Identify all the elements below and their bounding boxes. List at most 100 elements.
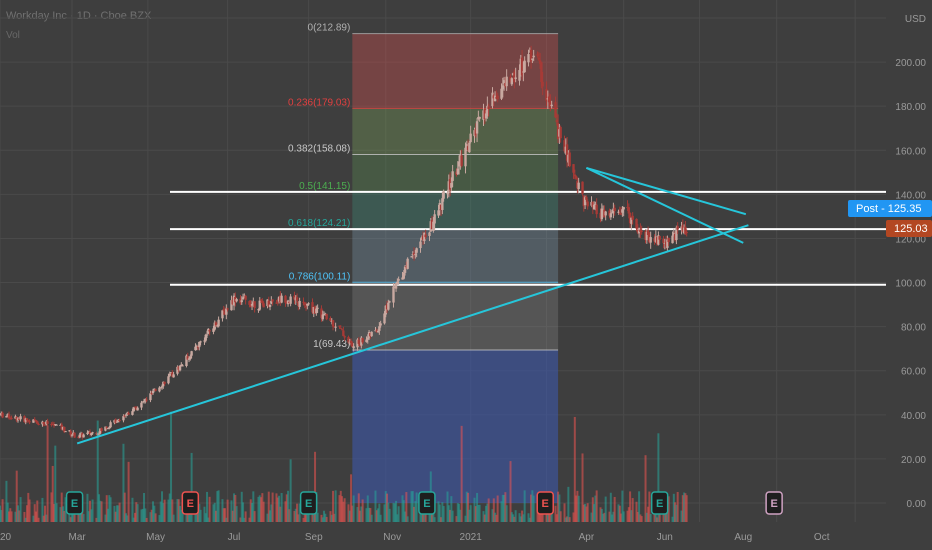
volume-bar [269,510,272,522]
volume-bar [279,506,282,522]
candle-body [1,412,4,418]
candle-body [392,286,395,303]
y-tick-label: 160.00 [895,146,926,157]
earnings-icon[interactable] [65,491,84,515]
volume-bar [441,502,444,522]
candle-body [649,237,652,243]
candle-body [267,300,270,307]
candle-body [226,308,229,310]
candle-body [87,431,90,434]
volume-bar [10,511,13,522]
candle-body [42,422,45,424]
candle-body [231,299,234,305]
earnings-icon[interactable] [765,491,783,515]
volume-bar [233,493,236,522]
candle-body [51,423,54,425]
trendline[interactable] [586,166,747,216]
volume-bar [473,497,476,522]
candle-body [285,302,288,304]
candle-body [478,116,481,119]
earnings-icon[interactable] [536,491,554,515]
candle-body [15,417,18,421]
volume-bar [360,506,363,522]
candle-body [133,406,137,408]
volume-bar [172,514,175,522]
candle-body [162,381,165,387]
candle-body [9,418,12,420]
post-price-text: Post - 125.35 [856,203,921,215]
volume-bar [621,490,624,522]
candle-body [357,339,360,344]
candle-body [258,300,261,310]
volume-bar [51,465,54,522]
volume-bar [684,493,687,522]
candle-body [322,314,326,316]
volume-bar [366,495,369,522]
candle-body [70,434,74,436]
fib-zone [352,33,559,109]
candle-body [232,295,236,306]
candle-body [208,330,211,332]
volume-bar [35,511,38,522]
volume-bar [1,499,4,522]
volume-bar [608,511,611,522]
earnings-icon[interactable] [181,491,200,515]
volume-bar [44,505,47,522]
candle-body [7,414,11,419]
volume-bar [329,511,332,522]
candle-body [412,252,416,255]
volume-bar [420,513,423,522]
volume-bar [513,516,516,522]
earnings-icon[interactable] [418,491,436,515]
candle-body [343,336,346,338]
volume-bar [324,513,327,522]
volume-bar [26,505,29,522]
candle-body [640,230,643,232]
volume-bar [559,511,562,522]
volume-bar [558,494,561,522]
candle-body [244,295,247,300]
trendline[interactable] [76,224,749,445]
candle-body [654,236,658,242]
volume-bar [248,517,251,522]
volume-bar [113,505,116,522]
candle-body [225,308,228,315]
earnings-icon[interactable] [299,491,318,515]
candle-body [676,226,679,230]
volume-bar [132,517,135,522]
volume-bar [437,501,440,522]
candle-body [610,212,614,214]
candle-body [222,309,225,311]
candle-body [500,88,503,99]
earnings-icon[interactable] [650,491,669,515]
candle-body [178,365,182,371]
candle-body [33,419,36,421]
candle-body [619,213,623,215]
volume-bar [296,503,299,522]
volume-bar [69,517,72,522]
candle-body [154,389,157,391]
candle-body [349,340,353,344]
candle-body [581,181,584,194]
earnings-icon-label: E [71,498,78,510]
candle-body [86,432,89,434]
candle-body [567,154,570,163]
volume-bar [244,511,247,522]
volume-bar [224,508,227,522]
volume-bar [54,445,57,522]
volume-bar [581,453,584,522]
volume-bar [379,514,382,522]
trendline[interactable] [585,167,744,244]
volume-bar [122,443,125,522]
volume-bar [671,516,674,522]
volume-bar [356,507,359,522]
candle-body [54,424,57,426]
candle-body [340,329,344,331]
volume-bar [104,514,107,522]
candle-body [636,230,640,233]
candle-body [304,305,308,307]
fib-zone [352,229,559,283]
candle-body [41,421,44,425]
volume-bar [261,493,264,522]
